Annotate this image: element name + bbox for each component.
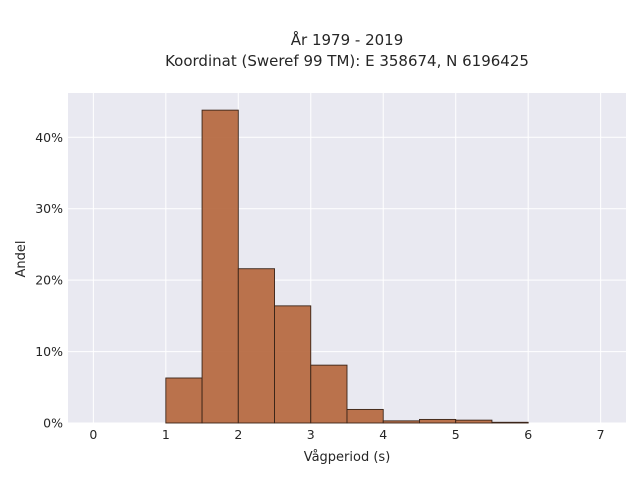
chart-title-line-1: År 1979 - 2019 — [291, 30, 404, 49]
y-tick-label: 10% — [35, 344, 63, 359]
y-tick-label: 20% — [35, 273, 63, 288]
x-tick-label: 1 — [162, 427, 170, 442]
x-tick-label: 0 — [89, 427, 97, 442]
x-tick-label: 5 — [452, 427, 460, 442]
y-tick-label: 0% — [43, 416, 63, 431]
x-tick-label: 3 — [307, 427, 315, 442]
chart-title-line-2: Koordinat (Sweref 99 TM): E 358674, N 61… — [165, 52, 529, 70]
histogram-bar — [274, 305, 312, 424]
x-tick-label: 6 — [524, 427, 532, 442]
axis-ticks: 0 1 2 3 4 5 6 7 0% 10% 20% 30% 40% — [35, 130, 604, 442]
histogram-bar — [419, 418, 457, 424]
histogram-bar — [310, 364, 348, 424]
histogram-bar — [346, 408, 384, 424]
histogram-bar — [165, 377, 203, 424]
x-tick-label: 4 — [379, 427, 387, 442]
x-tick-label: 2 — [234, 427, 242, 442]
x-axis-label: Vågperiod (s) — [304, 450, 391, 465]
y-tick-label: 30% — [35, 201, 63, 216]
bars — [165, 109, 529, 424]
y-axis-label: Andel — [14, 241, 29, 278]
histogram-bar — [382, 420, 420, 424]
histogram-bar — [201, 109, 239, 424]
histogram-bar — [491, 421, 529, 424]
y-tick-label: 40% — [35, 130, 63, 145]
histogram-bar — [455, 419, 493, 424]
histogram-bar — [237, 268, 275, 424]
x-tick-label: 7 — [597, 427, 605, 442]
